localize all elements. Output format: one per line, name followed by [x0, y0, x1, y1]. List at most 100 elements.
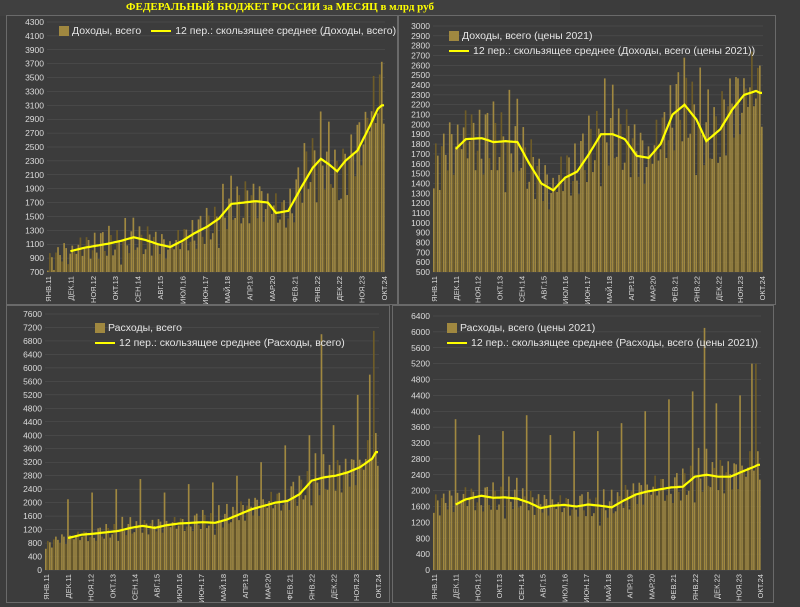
y-tick-label: 400: [416, 549, 430, 559]
bar: [629, 177, 632, 272]
bar: [494, 490, 496, 570]
moving-average-line: [455, 463, 760, 510]
x-tick-label: МАЙ.18: [605, 276, 614, 303]
bar: [656, 495, 658, 570]
bar: [171, 246, 173, 272]
bar: [49, 253, 51, 272]
bar: [232, 506, 234, 570]
bar: [344, 153, 346, 272]
bar: [77, 531, 79, 570]
legend-line-label: 12 пер.: скользящее среднее (Расходы, вс…: [119, 336, 345, 349]
bar: [484, 487, 486, 570]
bar: [626, 489, 629, 570]
bar: [685, 494, 688, 570]
bar: [644, 411, 647, 570]
bar: [661, 117, 664, 273]
bar: [234, 217, 237, 272]
bar: [648, 489, 650, 570]
y-tick-label: 6400: [411, 311, 430, 321]
bar-swatch-icon: [449, 30, 459, 41]
y-tick-label: 3100: [25, 100, 44, 110]
bar: [523, 496, 526, 570]
bar: [47, 270, 49, 272]
bar: [67, 499, 69, 570]
bar: [433, 188, 435, 272]
bar: [224, 513, 226, 570]
bar: [519, 505, 522, 570]
bar: [521, 488, 524, 570]
bar: [308, 435, 311, 570]
legend-bar-label: Доходы, всего: [72, 24, 142, 37]
bar: [506, 497, 508, 570]
bar: [232, 219, 234, 272]
bar: [721, 91, 723, 272]
bar: [129, 517, 132, 570]
bar: [482, 511, 485, 570]
bar: [620, 423, 623, 570]
bar: [61, 534, 63, 570]
bar: [315, 202, 318, 272]
bar: [362, 469, 365, 570]
x-tick-label: ДЕК.11: [66, 276, 75, 300]
bar: [85, 532, 87, 570]
bar: [713, 467, 716, 570]
y-tick-label: 1300: [25, 225, 44, 235]
y-tick-label: 3200: [411, 438, 430, 448]
y-tick-label: 3300: [25, 86, 44, 96]
bar: [735, 464, 737, 570]
x-tick-label: ЯНВ.11: [44, 276, 53, 302]
bar: [382, 123, 385, 272]
bar: [51, 257, 53, 272]
bar: [537, 494, 540, 570]
y-tick-label: 1300: [411, 188, 430, 198]
bar: [284, 445, 287, 570]
bar: [309, 182, 312, 272]
y-tick-label: 4400: [411, 390, 430, 400]
bar: [132, 217, 135, 272]
bar: [590, 128, 592, 272]
bar: [695, 175, 698, 272]
bar: [761, 126, 763, 273]
x-tick-label: ИЮН.17: [197, 574, 206, 602]
bar: [719, 460, 722, 570]
bar: [572, 181, 574, 272]
bar: [89, 537, 91, 570]
bar: [482, 174, 485, 272]
bar: [187, 250, 190, 272]
bar: [699, 67, 702, 272]
legend-bar-label: Доходы, всего (цены 2021): [462, 29, 593, 42]
bar: [91, 492, 93, 570]
bar: [248, 498, 250, 570]
x-tick-label: ЯНВ.11: [430, 276, 439, 302]
bar: [564, 178, 566, 272]
x-tick-label: НОЯ.12: [473, 574, 482, 601]
bar: [262, 499, 264, 570]
x-tick-label: СЕН.14: [517, 574, 526, 600]
bar: [602, 489, 605, 570]
bar: [276, 493, 279, 570]
y-tick-label: 500: [416, 267, 430, 277]
bar: [108, 225, 110, 272]
bar: [77, 244, 80, 272]
bar: [350, 134, 353, 272]
bar: [575, 509, 577, 570]
bar: [314, 453, 317, 570]
bar: [639, 132, 642, 272]
bar: [133, 532, 136, 570]
bar: [579, 495, 581, 570]
x-tick-label: ДЕК.22: [714, 276, 723, 301]
x-tick-label: МАР.20: [268, 276, 277, 301]
bar: [530, 139, 533, 272]
y-tick-label: 1000: [411, 218, 430, 228]
bar: [63, 536, 65, 570]
chart-revenue: 700 900 1100 1300 1500 1700 1900 2100 2300 2500 27…: [6, 15, 398, 305]
bar: [116, 230, 118, 272]
bar: [346, 195, 348, 272]
bar: [244, 181, 247, 272]
bar: [573, 431, 575, 570]
bar: [502, 136, 505, 272]
bar: [438, 515, 441, 570]
bar: [583, 510, 585, 570]
bar: [450, 495, 453, 570]
bar: [205, 207, 208, 272]
